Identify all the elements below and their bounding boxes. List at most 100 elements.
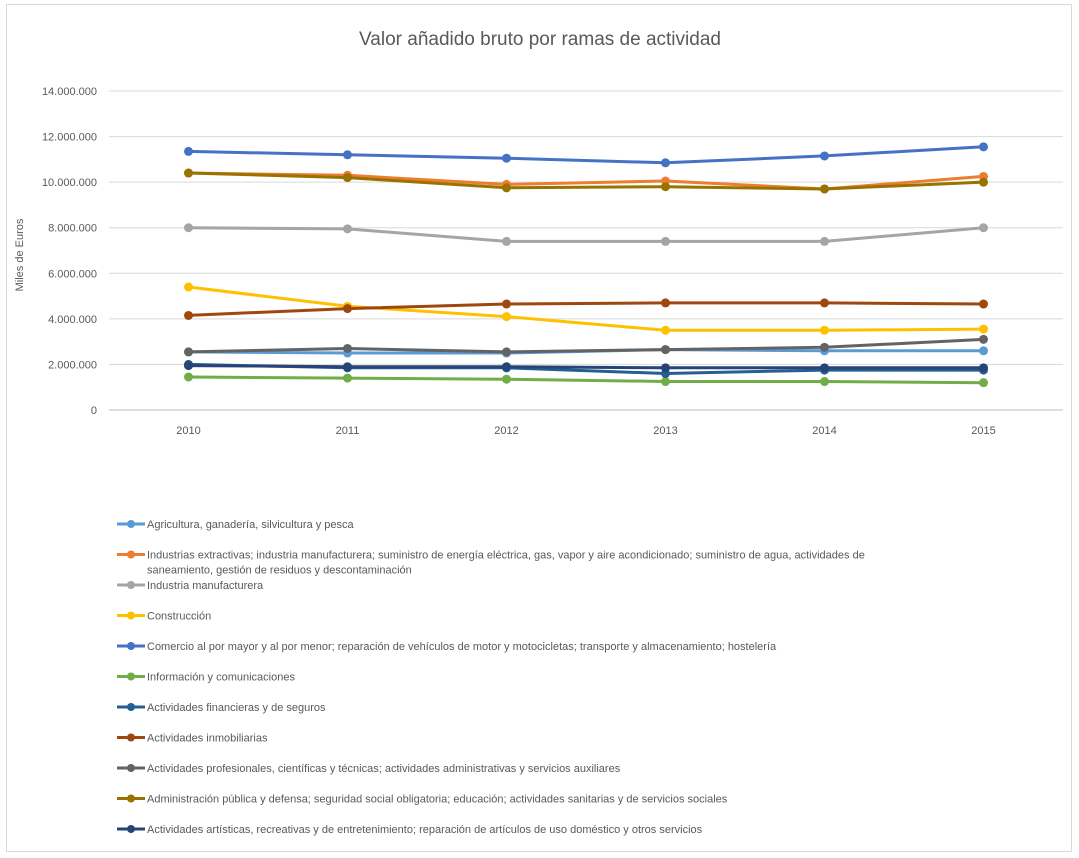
legend-entry: Industria manufacturera xyxy=(117,580,264,592)
legend-entry: Construcción xyxy=(117,611,211,623)
series xyxy=(184,334,988,357)
legend-swatch-marker xyxy=(127,794,135,803)
x-axis-ticks: 2010 2011 2012 2013 2014 2015 xyxy=(176,425,995,437)
legend-label: Industrias extractivas; industria manufa… xyxy=(147,550,865,562)
y-axis-ticks: 0 2.000.000 4.000.000 6.000.000 8.000.000 10.… xyxy=(42,86,97,417)
data-point xyxy=(979,363,988,373)
legend-swatch-marker xyxy=(127,764,135,772)
legend-label: Información y comunicaciones xyxy=(147,672,295,684)
x-tick-label: 2014 xyxy=(812,425,836,437)
data-point xyxy=(979,346,988,356)
legend-label: Comercio al por mayor y al por menor; re… xyxy=(147,641,777,653)
series xyxy=(184,223,988,246)
data-point xyxy=(184,282,193,292)
series-line xyxy=(187,337,985,354)
series xyxy=(184,298,988,320)
series xyxy=(184,168,988,194)
legend-label: Industria manufacturera xyxy=(147,580,264,592)
data-point xyxy=(502,374,511,384)
legend-label: Actividades profesionales, científicas y… xyxy=(147,763,621,775)
data-point xyxy=(661,325,670,335)
series-line xyxy=(187,301,985,317)
series xyxy=(184,372,988,388)
legend-entry: Actividades financieras y de seguros xyxy=(117,702,326,714)
data-point xyxy=(343,173,352,183)
x-tick-label: 2011 xyxy=(336,425,360,437)
data-point xyxy=(343,224,352,234)
data-point xyxy=(661,377,670,387)
data-point xyxy=(979,299,988,309)
data-point xyxy=(820,325,829,335)
chart-frame: Valor añadido bruto por ramas de activid… xyxy=(6,4,1072,852)
data-point xyxy=(502,312,511,322)
y-tick-label: 0 xyxy=(91,405,97,417)
legend-entry: Agricultura, ganadería, silvicultura y p… xyxy=(117,519,355,531)
data-point xyxy=(820,184,829,194)
line-chart: Valor añadido bruto por ramas de activid… xyxy=(14,29,1063,836)
y-tick-label: 12.000.000 xyxy=(42,132,97,144)
data-point xyxy=(184,223,193,233)
series-line xyxy=(187,285,985,332)
y-tick-label: 14.000.000 xyxy=(42,86,97,98)
legend-entry: Actividades artísticas, recreativas y de… xyxy=(117,824,703,836)
legend-label: Construcción xyxy=(147,611,211,623)
data-point xyxy=(343,150,352,160)
data-point xyxy=(184,361,193,371)
data-point xyxy=(661,158,670,168)
legend-swatch-marker xyxy=(127,672,135,681)
legend-swatch-marker xyxy=(127,520,135,528)
data-point xyxy=(820,236,829,246)
series-line xyxy=(187,226,985,243)
legend-entry: Información y comunicaciones xyxy=(117,672,295,684)
x-tick-label: 2012 xyxy=(494,425,518,437)
legend-label: Agricultura, ganadería, silvicultura y p… xyxy=(147,519,355,531)
data-point xyxy=(979,334,988,344)
legend-label: Actividades financieras y de seguros xyxy=(147,702,326,714)
data-point xyxy=(820,151,829,161)
y-tick-label: 2.000.000 xyxy=(48,359,97,371)
data-point xyxy=(661,363,670,373)
data-point xyxy=(820,298,829,308)
data-point xyxy=(343,304,352,314)
data-point xyxy=(661,236,670,246)
chart-title: Valor añadido bruto por ramas de activid… xyxy=(359,29,721,50)
data-point xyxy=(502,299,511,309)
data-point xyxy=(343,362,352,372)
data-point xyxy=(820,377,829,387)
series-line xyxy=(187,364,985,370)
legend-entry: Administración pública y defensa; seguri… xyxy=(117,794,728,806)
data-point xyxy=(184,347,193,357)
series xyxy=(184,142,988,168)
data-point xyxy=(979,142,988,152)
series-line xyxy=(187,145,985,165)
x-tick-label: 2015 xyxy=(971,425,995,437)
data-point xyxy=(979,324,988,334)
y-axis-title: Miles de Euros xyxy=(14,218,26,291)
series xyxy=(184,282,988,335)
data-point xyxy=(184,168,193,178)
legend-swatch-marker xyxy=(127,611,135,620)
data-point xyxy=(820,363,829,373)
series-group xyxy=(184,142,988,388)
series xyxy=(184,361,988,373)
data-point xyxy=(502,183,511,193)
y-tick-label: 8.000.000 xyxy=(48,223,97,235)
data-point xyxy=(343,373,352,383)
legend-label: Administración pública y defensa; seguri… xyxy=(147,794,728,806)
x-tick-label: 2010 xyxy=(176,425,200,437)
data-point xyxy=(502,362,511,372)
legend: Agricultura, ganadería, silvicultura y p… xyxy=(117,519,865,836)
data-point xyxy=(661,182,670,192)
legend-label: Actividades inmobiliarias xyxy=(147,733,268,745)
y-tick-label: 10.000.000 xyxy=(42,177,97,189)
legend-entry: Actividades inmobiliarias xyxy=(117,733,268,745)
data-point xyxy=(343,343,352,353)
legend-entry: Industrias extractivas; industria manufa… xyxy=(117,550,865,577)
data-point xyxy=(502,153,511,163)
legend-swatch-marker xyxy=(127,703,135,711)
series xyxy=(184,168,988,194)
data-point xyxy=(661,298,670,308)
legend-swatch-marker xyxy=(127,733,135,742)
legend-swatch-marker xyxy=(127,642,135,650)
series-line xyxy=(187,375,985,385)
